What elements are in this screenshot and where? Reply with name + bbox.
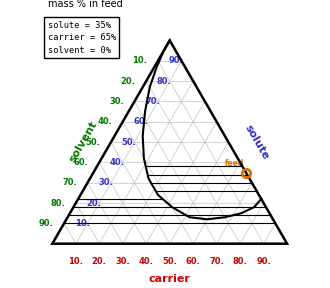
Text: 20.: 20.	[121, 77, 136, 86]
Text: 40.: 40.	[97, 117, 112, 126]
Text: 20.: 20.	[92, 257, 107, 266]
Text: 20.: 20.	[86, 198, 101, 208]
Text: 30.: 30.	[115, 257, 130, 266]
Text: 80.: 80.	[157, 77, 172, 86]
Text: feed: feed	[224, 159, 244, 168]
Text: solvent: solvent	[67, 120, 99, 164]
Text: 90.: 90.	[169, 56, 183, 65]
Text: 70.: 70.	[145, 97, 160, 106]
Text: 60.: 60.	[133, 117, 148, 126]
Text: 70.: 70.	[209, 257, 224, 266]
Text: 60.: 60.	[74, 158, 89, 167]
Text: 70.: 70.	[62, 178, 77, 187]
Text: 50.: 50.	[121, 138, 136, 147]
Text: 30.: 30.	[109, 97, 124, 106]
Text: carrier: carrier	[149, 274, 191, 284]
Text: 60.: 60.	[186, 257, 201, 266]
Text: 50.: 50.	[85, 138, 100, 147]
Text: solute = 35%
carrier = 65%
solvent = 0%: solute = 35% carrier = 65% solvent = 0%	[48, 21, 116, 55]
Text: 50.: 50.	[162, 257, 177, 266]
Text: mass % in feed: mass % in feed	[48, 0, 122, 9]
Text: 30.: 30.	[98, 178, 113, 187]
Text: 10.: 10.	[68, 257, 83, 266]
Text: 80.: 80.	[233, 257, 248, 266]
Text: 90.: 90.	[256, 257, 271, 266]
Text: 10.: 10.	[133, 56, 148, 65]
Text: 80.: 80.	[50, 198, 65, 208]
Text: 90.: 90.	[39, 219, 53, 228]
Text: 40.: 40.	[139, 257, 154, 266]
Text: 10.: 10.	[75, 219, 89, 228]
Text: 40.: 40.	[110, 158, 125, 167]
Text: solute: solute	[243, 123, 271, 161]
